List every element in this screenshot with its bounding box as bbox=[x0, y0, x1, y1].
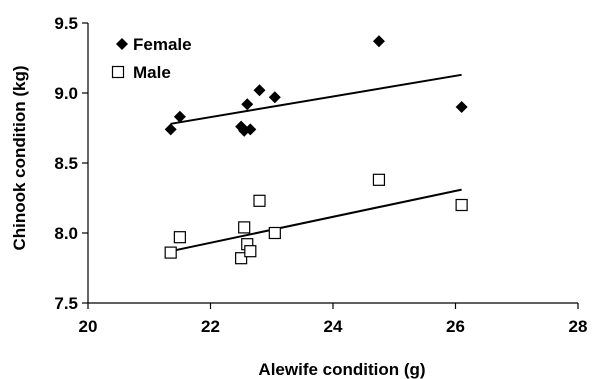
male-trendline bbox=[170, 188, 462, 253]
y-tick-label: 8.5 bbox=[54, 154, 78, 173]
x-tick-label: 20 bbox=[79, 317, 98, 336]
male-data-point bbox=[455, 198, 468, 212]
female-data-point bbox=[241, 98, 254, 111]
x-axis-label: Alewife condition (g) bbox=[258, 360, 425, 379]
male-data-point bbox=[164, 246, 177, 259]
female-data-point bbox=[173, 110, 186, 123]
male-data-point bbox=[253, 194, 266, 207]
tick-labels: 7.5 8.0 8.5 9.0 9.5 20 22 24 26 28 bbox=[54, 14, 587, 336]
legend-female-label: Female bbox=[133, 35, 192, 54]
female-data-point bbox=[455, 101, 468, 113]
data-points bbox=[164, 35, 468, 265]
female-data-point bbox=[268, 91, 281, 104]
female-data-point bbox=[164, 123, 177, 136]
male-data-point bbox=[235, 252, 248, 265]
y-tick-label: 7.5 bbox=[54, 294, 78, 313]
male-data-point bbox=[244, 245, 257, 258]
y-tick-label: 9.0 bbox=[54, 84, 78, 103]
y-axis-label: Chinook condition (kg) bbox=[10, 65, 29, 250]
male-data-point bbox=[173, 231, 186, 244]
x-tick-label: 24 bbox=[324, 317, 343, 336]
male-data-point bbox=[238, 221, 251, 234]
female-data-point bbox=[253, 84, 266, 97]
trendlines bbox=[170, 73, 462, 253]
legend-male-marker bbox=[111, 65, 125, 79]
female-data-point bbox=[235, 120, 248, 133]
x-tick-label: 22 bbox=[201, 317, 220, 336]
legend-female-marker bbox=[116, 38, 128, 50]
male-data-point bbox=[372, 173, 386, 186]
y-tick-label: 8.0 bbox=[54, 224, 78, 243]
x-tick-label: 28 bbox=[569, 317, 588, 336]
male-data-point bbox=[268, 226, 281, 240]
female-data-point bbox=[372, 35, 385, 48]
female-data-point bbox=[244, 123, 257, 136]
x-tick-label: 26 bbox=[446, 317, 465, 336]
y-tick-label: 9.5 bbox=[54, 14, 78, 33]
legend-male-label: Male bbox=[133, 63, 171, 82]
legend: Female Male bbox=[111, 35, 192, 82]
female-trendline bbox=[170, 73, 462, 125]
axes bbox=[82, 22, 579, 309]
